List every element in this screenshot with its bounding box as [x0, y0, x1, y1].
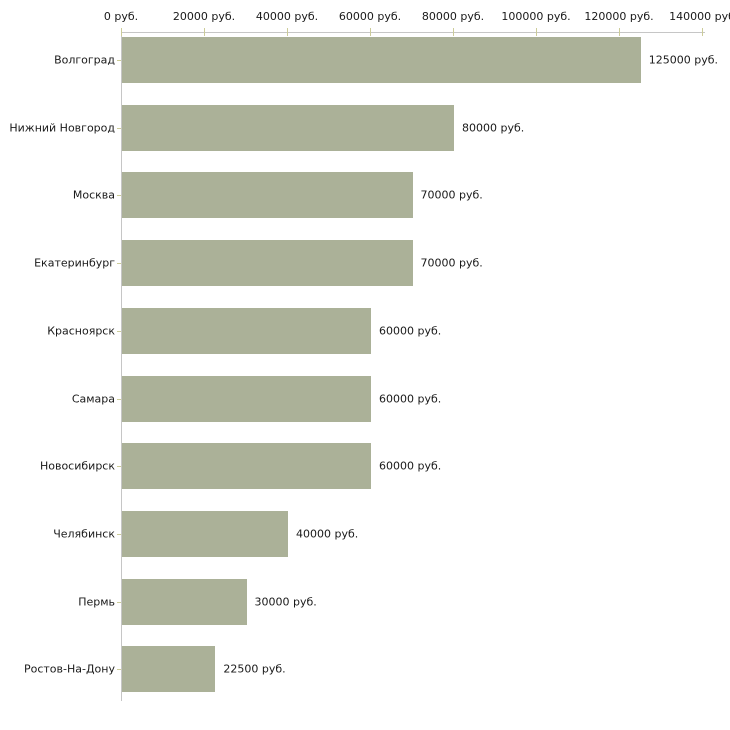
y-axis-tick-mark [117, 127, 121, 129]
y-axis-tick-mark [117, 263, 121, 265]
bar-value-label: 125000 руб. [648, 53, 719, 67]
bar-value-label: 60000 руб. [379, 324, 442, 338]
category-label: Красноярск [47, 324, 115, 338]
bar [122, 578, 247, 625]
bar-value-label: 80000 руб. [462, 121, 525, 135]
bar [122, 37, 641, 83]
bar-value-label: 40000 руб. [296, 527, 359, 541]
category-label: Челябинск [53, 527, 115, 541]
bar-value-label: 30000 руб. [254, 595, 317, 609]
x-axis-tick-label: 100000 руб. [501, 10, 571, 23]
y-axis-tick-mark [117, 330, 121, 332]
x-axis-tick-mark [370, 28, 371, 36]
x-axis-line [121, 32, 705, 33]
bar [122, 104, 454, 151]
y-axis-tick-mark [117, 60, 121, 61]
x-axis-tick-label: 80000 руб. [421, 10, 485, 23]
bar [122, 172, 413, 219]
bar [122, 510, 288, 557]
x-axis-tick-mark [619, 28, 620, 36]
y-axis-tick-mark [117, 601, 121, 603]
bar-value-label: 22500 руб. [223, 662, 286, 676]
category-label: Самара [71, 392, 115, 405]
x-axis-tick-mark [287, 28, 288, 36]
category-label: Новосибирск [39, 459, 115, 473]
y-axis-tick-mark [117, 533, 121, 535]
y-axis-tick-mark [117, 669, 121, 671]
x-axis-tick-label: 60000 руб. [338, 10, 402, 23]
x-axis-tick-label: 20000 руб. [172, 10, 236, 23]
bar [122, 307, 371, 354]
bar [122, 646, 216, 693]
x-axis-tick-mark [453, 28, 454, 36]
category-label: Москва [72, 188, 115, 202]
x-axis-tick-label: 40000 руб. [255, 10, 319, 23]
x-axis-tick-label: 0 руб. [103, 10, 139, 23]
y-axis-tick-mark [117, 195, 121, 197]
y-axis-tick-mark [117, 398, 121, 400]
x-axis-tick-label: 120000 руб. [584, 10, 654, 23]
bar [122, 443, 371, 490]
category-label: Нижний Новгород [9, 121, 115, 135]
category-label: Волгоград [54, 53, 115, 67]
bar-value-label: 70000 руб. [420, 188, 483, 202]
category-label: Екатеринбург [34, 256, 115, 270]
bar-value-label: 60000 руб. [379, 392, 442, 405]
bar-value-label: 70000 руб. [420, 256, 483, 270]
x-axis-tick-mark [204, 28, 205, 36]
y-axis-line [121, 32, 122, 701]
category-label: Пермь [78, 595, 115, 609]
bar [122, 375, 371, 422]
y-axis-tick-mark [117, 466, 121, 468]
x-axis-tick-mark [536, 28, 537, 36]
bar-value-label: 60000 руб. [379, 459, 442, 473]
x-axis-tick-mark [702, 28, 703, 36]
bar [122, 240, 413, 287]
category-label: Ростов-На-Дону [23, 662, 115, 676]
x-axis-tick-label: 140000 руб [669, 10, 730, 23]
x-axis-tick-mark [121, 28, 122, 36]
